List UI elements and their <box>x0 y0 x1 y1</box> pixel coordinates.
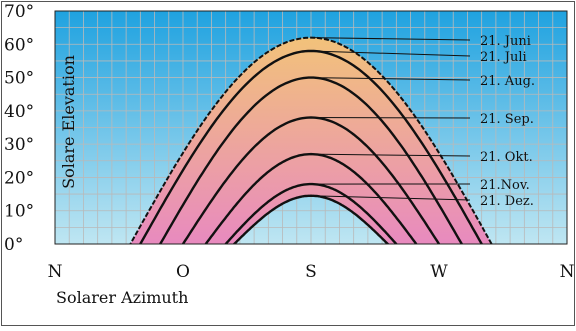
x-tick-label: W <box>430 262 448 282</box>
x-tick-label: O <box>176 262 190 282</box>
y-tick-label: 60° <box>4 35 34 55</box>
y-tick-label: 10° <box>4 202 34 222</box>
series-label: 21. Dez. <box>480 194 534 209</box>
x-tick-label: N <box>48 262 63 282</box>
series-label: 21.Nov. <box>480 178 530 193</box>
y-axis-ticks: 0° 10° 20° 30° 40° 50° 60° 70° <box>4 2 34 255</box>
series-label: 21. Sep. <box>480 112 534 127</box>
series-label: 21. Aug. <box>480 74 535 89</box>
y-tick-label: 50° <box>4 69 34 89</box>
series-label: 21. Juni <box>480 34 531 49</box>
x-tick-label: S <box>305 262 317 282</box>
series-label: 21. Okt. <box>480 150 533 165</box>
y-tick-label: 70° <box>4 2 34 22</box>
y-tick-label: 30° <box>4 135 34 155</box>
y-axis-label: Solare Elevation <box>59 55 78 189</box>
x-tick-label: N <box>560 262 575 282</box>
series-label: 21. Juli <box>480 50 527 65</box>
y-tick-label: 0° <box>4 235 23 255</box>
x-axis-label: Solarer Azimuth <box>56 288 188 307</box>
y-tick-label: 20° <box>4 168 34 188</box>
y-tick-label: 40° <box>4 102 34 122</box>
